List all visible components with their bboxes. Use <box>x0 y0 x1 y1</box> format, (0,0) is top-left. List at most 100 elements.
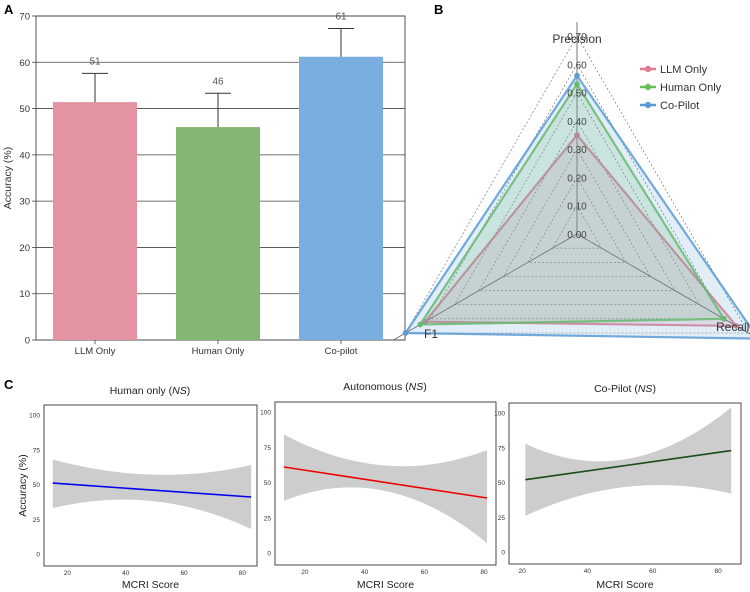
x-tick-label: 20 <box>64 570 72 577</box>
axis-label-precision: Precision <box>552 32 601 46</box>
axis-label-recall: Recall <box>716 320 749 334</box>
plot-title-open-paren: ( <box>402 381 409 393</box>
radar-grid-ring <box>429 63 725 320</box>
y-tick-label: 75 <box>264 445 272 452</box>
plot-frame-autonomous <box>274 401 497 566</box>
radial-tick-label: 0.50 <box>567 89 587 100</box>
plot-title-significance: NS <box>172 385 187 397</box>
x-tick-label: 60 <box>649 568 657 575</box>
y-tick-label: 40 <box>19 150 30 161</box>
radial-tick-label: 0.00 <box>567 230 587 241</box>
x-tick-label: 40 <box>122 570 130 577</box>
regression-line-co-pilot <box>525 449 732 481</box>
radial-tick-label: 0.70 <box>567 32 587 43</box>
radar-series-co-pilot <box>403 73 750 340</box>
radial-tick-label: 0.60 <box>567 60 587 71</box>
y-tick-label: 25 <box>264 515 272 522</box>
y-tick-label: 25 <box>33 517 41 524</box>
x-tick-label: 80 <box>715 568 723 575</box>
y-tick-label: 20 <box>19 243 30 254</box>
panel-label-b: B <box>434 2 443 17</box>
radial-tick-label: 0.40 <box>567 117 587 128</box>
legend-marker-co-pilot <box>644 101 652 109</box>
y-tick-label: 60 <box>19 58 30 69</box>
x-tick-label: 20 <box>518 568 526 575</box>
y-tick-label: 10 <box>19 289 30 300</box>
x-axis-label-human-only: MCRI Score <box>122 579 179 591</box>
y-tick-label: 0 <box>267 551 271 558</box>
plot-title-open-paren: ( <box>166 385 173 397</box>
x-axis-label-co-pilot: MCRI Score <box>596 579 653 591</box>
radar-series-llm-only <box>422 133 739 328</box>
plot-frame-co-pilot <box>508 402 742 565</box>
regression-line-autonomous <box>283 466 488 499</box>
y-axis-label-human-only: Accuracy (%) <box>17 454 29 516</box>
y-tick-label: 100 <box>494 411 505 418</box>
radar-point-co-pilot <box>574 72 580 79</box>
radial-tick-label: 0.30 <box>567 145 587 156</box>
x-tick-label: 20 <box>301 569 309 576</box>
legend-label-llm-only: LLM Only <box>660 64 708 76</box>
bar-llm-only <box>53 102 137 340</box>
y-tick-label: 50 <box>33 482 41 489</box>
radial-tick-label: 0.10 <box>567 202 587 213</box>
confidence-band-human-only <box>52 459 252 529</box>
plot-title-significance: NS <box>409 381 424 393</box>
x-tick-label-human-only: Human Only <box>192 346 245 357</box>
radar-chart-panel: 0.00 0.10 0.20 0.30 0.40 0.50 0.60 0.70Precisio… <box>393 22 750 341</box>
confidence-band-co-pilot <box>525 407 732 516</box>
y-tick-label: 100 <box>260 410 271 417</box>
radar-point-llm-only <box>574 132 580 138</box>
plot-title-text: Autonomous <box>343 381 402 393</box>
plot-title-autonomous: Autonomous (NS) <box>343 381 426 393</box>
radar-series-human-only <box>418 82 726 326</box>
y-tick-label: 50 <box>498 480 506 487</box>
radar-point-human-only <box>721 316 727 322</box>
radar-point-human-only <box>417 321 424 328</box>
y-axis-label: Accuracy (%) <box>2 147 14 209</box>
radar-grid-ring <box>502 148 652 277</box>
x-tick-label: 60 <box>180 570 188 577</box>
data-label-co-pilot: 61 <box>335 11 347 22</box>
plot-title-close-paren: ) <box>187 385 191 397</box>
y-tick-label: 50 <box>19 104 30 115</box>
radar-grid-ring <box>527 176 627 263</box>
radar-point-llm-only <box>733 323 740 329</box>
x-tick-label: 60 <box>421 569 429 576</box>
y-tick-label: 100 <box>29 413 40 420</box>
plot-title-text: Human only <box>110 385 167 397</box>
data-label-llm-only: 51 <box>89 56 101 67</box>
plot-title-close-paren: ) <box>652 383 656 395</box>
bar-co-pilot <box>299 56 383 340</box>
legend-marker-human-only <box>644 83 652 91</box>
plot-title-close-paren: ) <box>423 381 427 393</box>
panel-label-a: A <box>4 2 14 17</box>
y-tick-label: 50 <box>264 480 272 487</box>
x-tick-label-co-pilot: Co-pilot <box>325 346 358 357</box>
regression-line-human-only <box>52 482 252 498</box>
x-tick-label-llm-only: LLM Only <box>75 346 116 357</box>
data-label-human-only: 46 <box>212 76 224 87</box>
x-axis-label-autonomous: MCRI Score <box>357 579 414 591</box>
plot-title-text: Co-Pilot <box>594 383 631 395</box>
plot-title-open-paren: ( <box>631 383 638 395</box>
legend-marker-llm-only <box>644 65 652 73</box>
bar-chart-panel: 0 10 20 30 40 50 60 70 Accuracy (%) 51 LLM Only 46 H… <box>2 11 406 357</box>
plot-title-human-only: Human only (NS) <box>110 385 191 397</box>
y-tick-label: 75 <box>33 447 41 454</box>
y-tick-label: 0 <box>36 552 40 559</box>
bar-human-only <box>176 127 260 340</box>
x-tick-label: 80 <box>239 570 247 577</box>
y-tick-label: 0 <box>25 336 30 347</box>
radial-tick-label: 0.20 <box>567 173 587 184</box>
radar-axis-spoke <box>576 233 750 335</box>
y-tick-label: 30 <box>19 197 30 208</box>
radar-point-co-pilot <box>402 330 409 336</box>
plot-frame-human-only <box>43 404 258 567</box>
y-tick-label: 0 <box>501 550 505 557</box>
panel-label-c: C <box>4 377 14 392</box>
radar-point-human-only <box>574 81 580 87</box>
radar-grid-ring <box>551 205 603 249</box>
